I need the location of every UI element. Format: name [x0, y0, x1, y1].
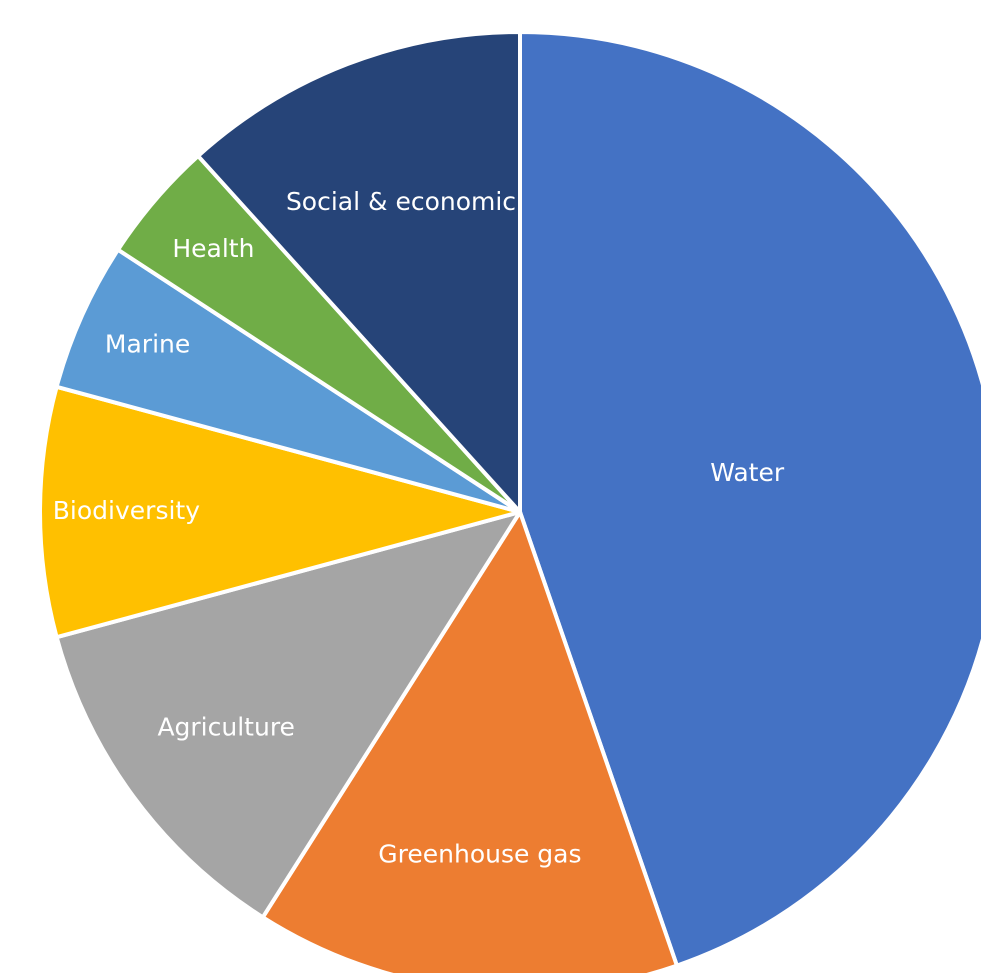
slice-label-agriculture: Agriculture — [157, 712, 295, 741]
pie-slice-agriculture — [54, 510, 522, 920]
pie-slice-marine — [54, 247, 522, 514]
slice-label-water: Water — [710, 458, 785, 487]
pie-slice-biodiversity — [38, 384, 522, 640]
slice-label-greenhouse-gas: Greenhouse gas — [378, 839, 581, 868]
labels-layer: Water Greenhouse gas Agriculture Biodiversi… — [53, 187, 785, 868]
pie-slice-greenhouse-gas — [260, 510, 679, 973]
pie-slice-social-and-economic — [196, 30, 522, 514]
slice-label-health: Health — [172, 234, 254, 263]
pie-slice-water — [518, 30, 981, 968]
slices-layer — [38, 30, 981, 973]
slice-label-biodiversity: Biodiversity — [53, 496, 200, 525]
slice-label-social-and-economic: Social & economic — [286, 187, 516, 216]
slice-label-marine: Marine — [105, 329, 190, 358]
